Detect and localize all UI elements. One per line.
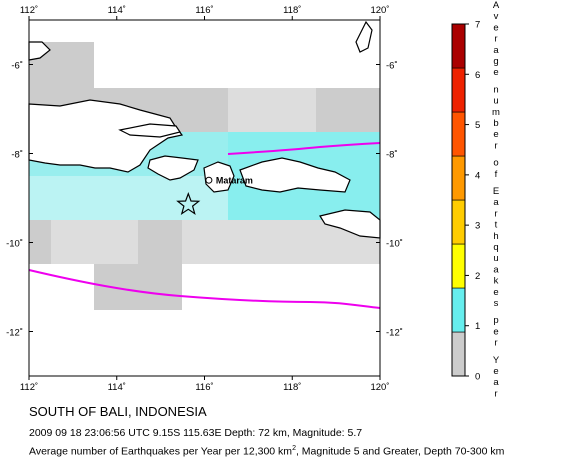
epicenter-star-icon	[176, 191, 201, 216]
lat-tick-label-left: -6˚	[11, 61, 23, 72]
plate-boundaries	[28, 142, 381, 309]
lon-tick-label-bottom: 118˚	[283, 382, 301, 393]
legend-color-segment	[451, 331, 466, 377]
grid-cell	[51, 220, 138, 264]
legend-title-letter: m	[492, 107, 500, 118]
grid-cell	[138, 220, 182, 264]
legend-tick-label: 0	[475, 372, 480, 383]
lat-tick-label-left: -10˚	[6, 239, 23, 250]
legend-title-letter: t	[495, 220, 498, 231]
legend-tick-label: 5	[475, 120, 480, 131]
legend-title-letter: r	[494, 140, 497, 151]
lon-tick-label-bottom: 114˚	[108, 382, 126, 393]
legend-title-letter: e	[493, 22, 498, 33]
lon-tick-label-top: 114˚	[108, 5, 126, 16]
city-marker-icon	[205, 176, 213, 184]
lat-tick-label-right: -10˚	[386, 239, 403, 250]
lon-tick-label-top: 112˚	[20, 5, 38, 16]
legend-title-letter: q	[493, 242, 498, 253]
lombok-island	[203, 161, 235, 193]
legend-title-letter: f	[495, 169, 498, 180]
flores-thrust	[227, 142, 381, 155]
legend-title-letter: e	[493, 326, 498, 337]
legend-title-letter: e	[493, 67, 498, 78]
legend-title-letter: o	[493, 158, 498, 169]
legend-title-letter: g	[493, 56, 498, 67]
legend-title-letter: s	[494, 298, 499, 309]
coastlines	[28, 20, 381, 239]
legend-title-letter: r	[494, 34, 497, 45]
legend-title-letter: Y	[493, 355, 500, 366]
legend-title-letter: E	[493, 186, 499, 197]
lat-tick-label-right: -12˚	[386, 328, 403, 339]
legend-title-letter: p	[493, 315, 498, 326]
legend-title-letter: r	[494, 208, 497, 219]
legend-color-segment	[451, 199, 466, 245]
legend-title-letter: h	[493, 231, 498, 242]
madura-island	[118, 123, 181, 138]
legend-color-segment	[451, 243, 466, 289]
legend-description-prefix: Average number of Earthquakes per Year p…	[29, 445, 293, 458]
legend-title-letter: u	[493, 253, 498, 264]
legend-title-letter: e	[493, 287, 498, 298]
lat-tick-label-right: -6˚	[386, 61, 398, 72]
legend-tick-label: 2	[475, 271, 480, 282]
city-label: Mataram	[216, 176, 253, 186]
java-trench	[28, 269, 381, 309]
sumbawa-island	[239, 157, 351, 193]
legend-title-letter: A	[493, 0, 500, 11]
legend-title-letter: a	[493, 377, 499, 388]
event-details: 2009 09 18 23:06:56 UTC 9.15S 115.63E De…	[29, 427, 363, 439]
legend-title-letter: a	[493, 45, 499, 56]
lat-tick-label-left: -12˚	[6, 328, 23, 339]
grid-cell	[29, 220, 51, 264]
legend-color-segment	[451, 67, 466, 113]
legend-tick-label: 1	[475, 321, 480, 332]
legend-title-letter: a	[493, 264, 499, 275]
bali-island	[147, 155, 199, 181]
lon-tick-label-bottom: 112˚	[20, 382, 38, 393]
region-title: SOUTH OF BALI, INDONESIA	[29, 404, 207, 419]
sulawesi-coast	[355, 20, 373, 53]
legend-tick-label: 4	[475, 170, 480, 181]
legend-tick-label: 6	[475, 70, 480, 81]
legend-title-letter: e	[493, 366, 498, 377]
legend-title-letter: v	[494, 11, 499, 22]
legend-tick-label: 7	[475, 20, 480, 31]
legend-color-segment	[451, 23, 466, 69]
legend-title-letter: b	[493, 118, 498, 129]
legend-color-bar: 0 1 2 3 4 5 6 7	[451, 20, 480, 383]
lat-tick-label-left: -8˚	[11, 150, 23, 161]
legend-title-letter: n	[493, 84, 498, 95]
map-area: Mataram	[28, 19, 381, 377]
legend-title-letter: r	[494, 388, 497, 399]
legend-title-letter: r	[494, 338, 497, 349]
lat-tick-label-right: -8˚	[386, 150, 398, 161]
legend-color-segment	[451, 155, 466, 201]
lon-tick-label-top: 116˚	[195, 5, 213, 16]
legend-tick-label: 3	[475, 221, 480, 232]
legend-description: Average number of Earthquakes per Year p…	[29, 445, 504, 458]
lon-tick-label-bottom: 116˚	[195, 382, 213, 393]
legend-description-suffix: , Magnitude 5 and Greater, Depth 70-300 …	[295, 445, 505, 458]
legend-bar-frame	[451, 23, 466, 377]
grid-cell	[228, 88, 316, 132]
map-axes: 112˚ 112˚ 114˚ 114˚ 116˚ 116˚ 118˚ 118˚ 120˚ 120˚…	[6, 5, 403, 393]
legend-title-letter: k	[494, 276, 499, 287]
lon-tick-label-top: 118˚	[283, 5, 301, 16]
lon-tick-label-top: 120˚	[370, 5, 389, 16]
legend-description-sup: 2	[292, 445, 296, 452]
legend-title-letter: u	[493, 96, 498, 107]
legend-title-letter: a	[493, 197, 499, 208]
legend-title-letter: e	[493, 129, 498, 140]
grid-cell	[316, 88, 380, 132]
lon-tick-label-bottom: 120˚	[370, 382, 389, 393]
java-island	[28, 99, 184, 173]
legend-color-segment	[451, 287, 466, 333]
legend-color-segment	[451, 111, 466, 157]
